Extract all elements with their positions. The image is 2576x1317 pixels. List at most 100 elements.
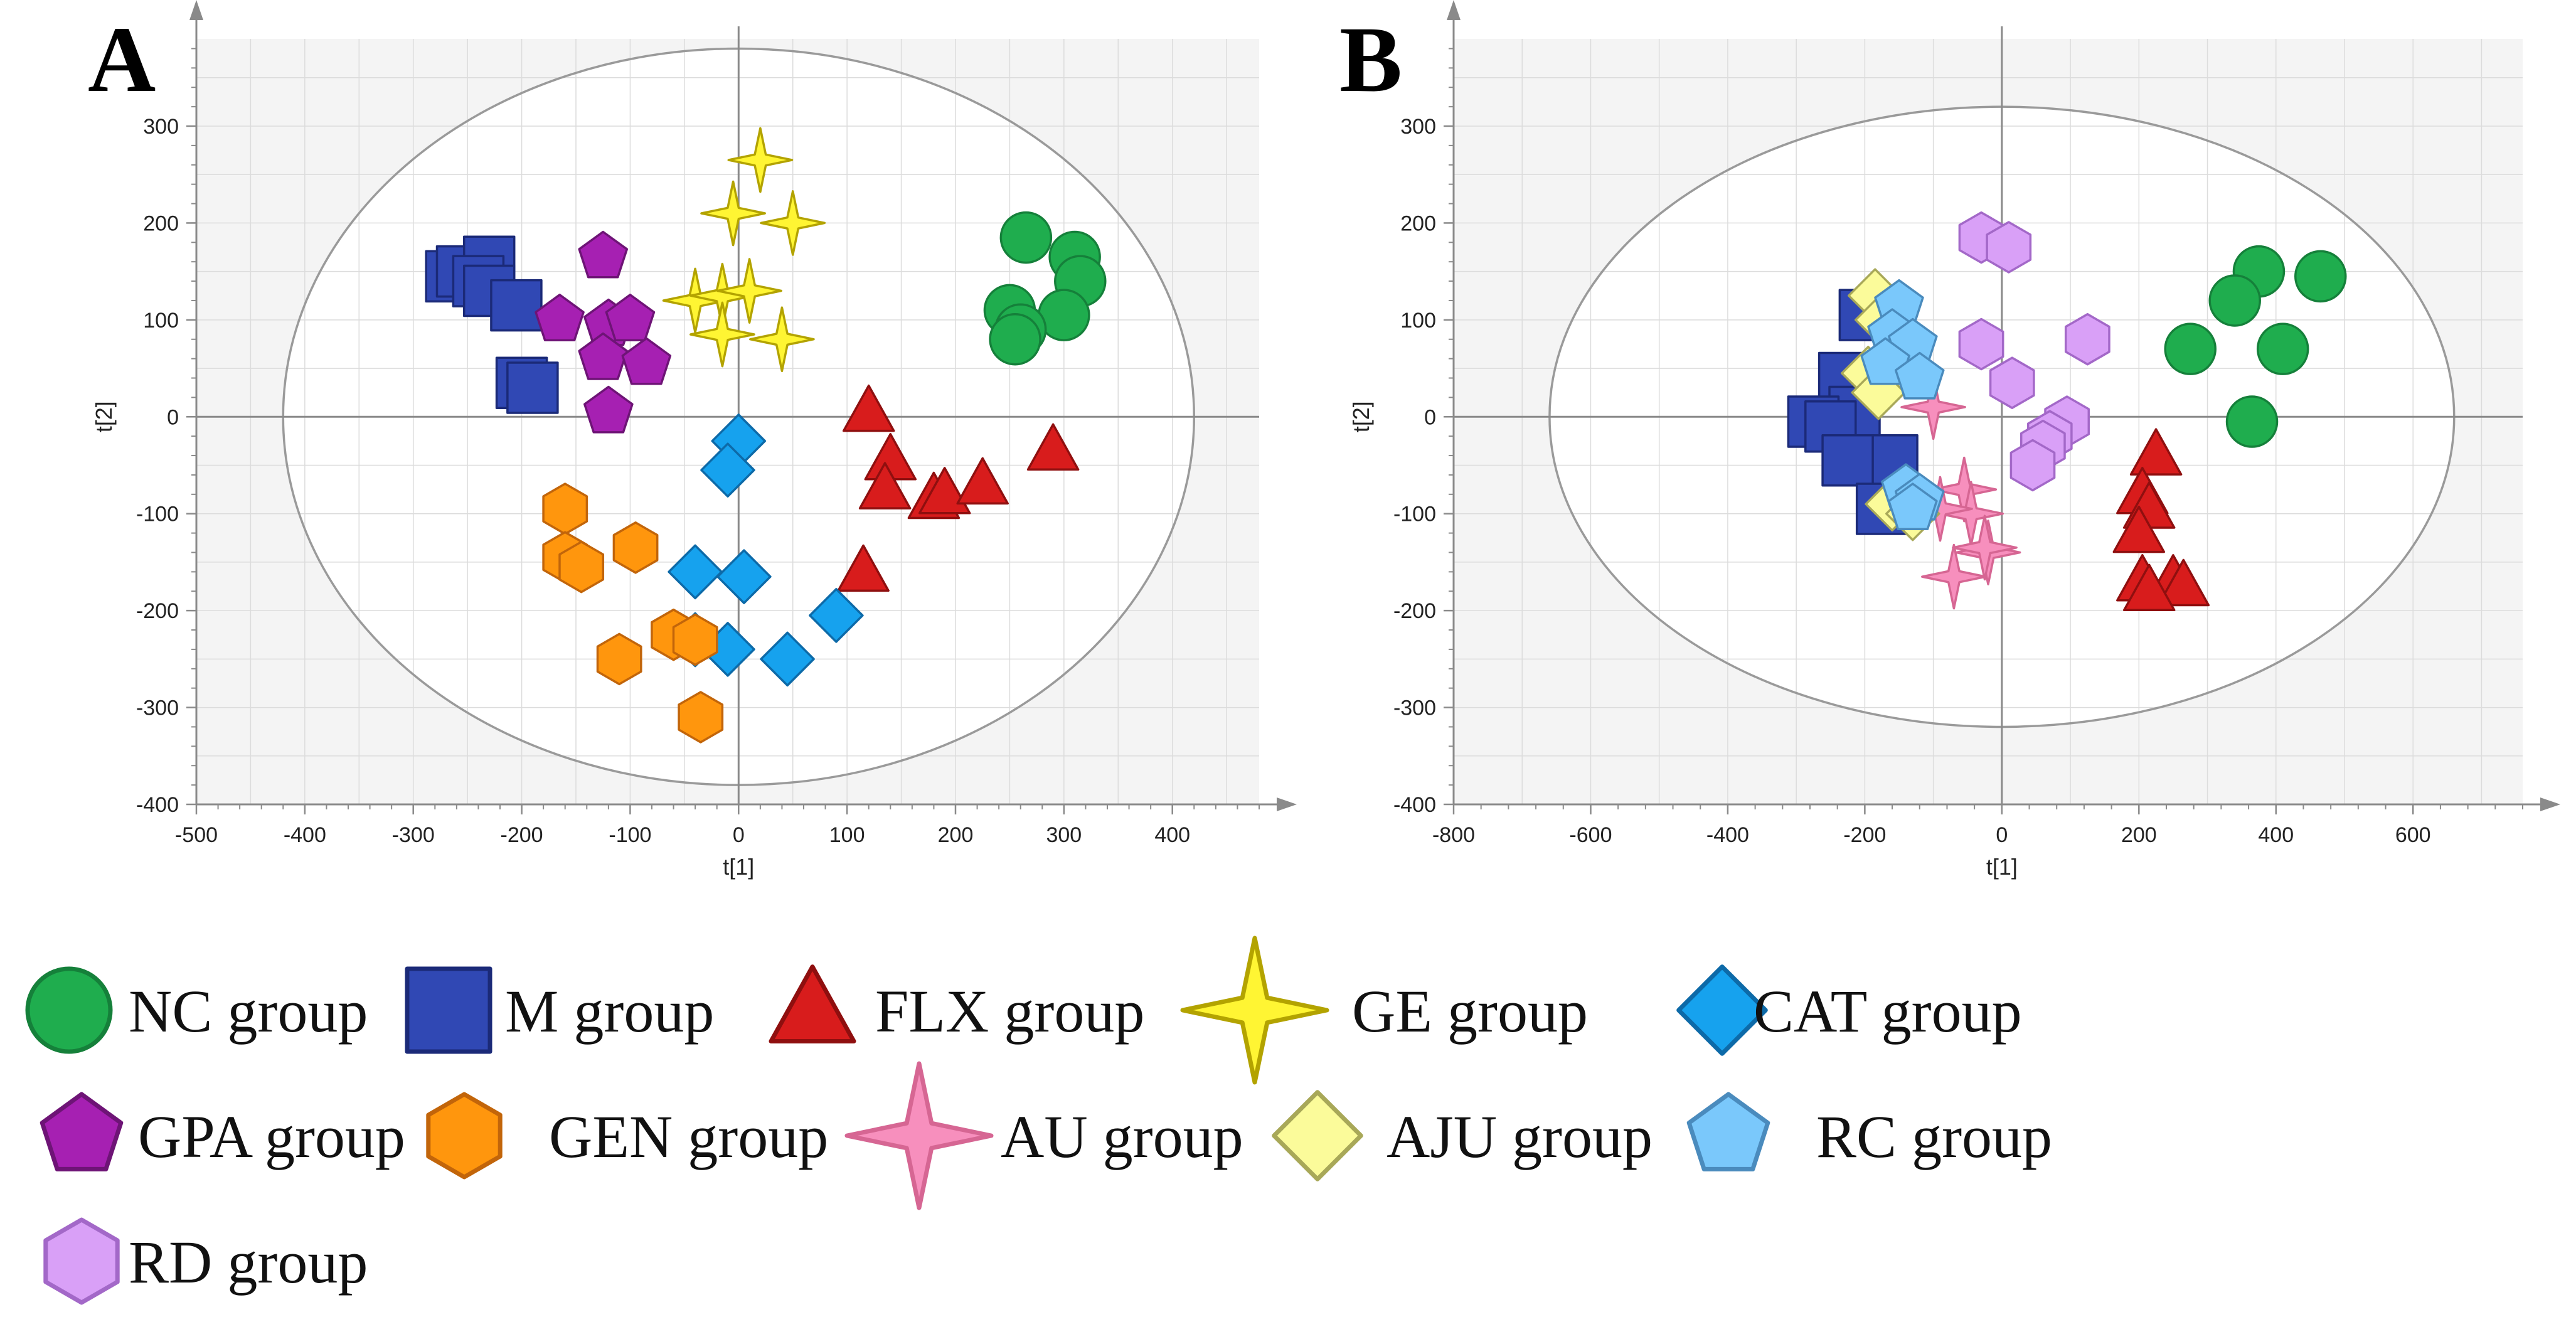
data-point (678, 691, 724, 744)
data-point (2256, 323, 2309, 375)
data-point (2122, 563, 2176, 612)
legend-item-aju-group: AJU group (1272, 1090, 1653, 1181)
y-tick-label: 300 (143, 115, 179, 139)
series-rd-group (1958, 211, 2110, 492)
legend-marker-diamond (1676, 964, 1768, 1056)
x-axis-arrow (1277, 797, 1297, 811)
x-tick-label: -200 (501, 823, 543, 847)
data-point (999, 211, 1053, 264)
legend-item-m-group: M group (405, 966, 714, 1054)
data-point (1952, 515, 2018, 581)
legend-marker-diamond (1272, 1090, 1363, 1181)
y-tick-label: -200 (1393, 599, 1436, 623)
data-point (716, 258, 782, 324)
panel-b-scatter: -800 -600 -400 -200 0 200 400 600 -400 -300 -200 -1… (1339, 0, 2560, 880)
y-axis-label: t[2] (91, 401, 117, 432)
x-tick-label: -600 (1569, 823, 1612, 847)
legend-label: FLX group (875, 978, 1144, 1045)
data-point (2064, 312, 2110, 366)
legend-marker-hexagon (426, 1092, 503, 1180)
legend-marker-pentagon (1686, 1092, 1770, 1171)
x-tick-label: 0 (1996, 823, 2008, 847)
y-tick-label: -100 (136, 503, 179, 526)
legend-label: M group (505, 978, 714, 1045)
legend-label: GE group (1352, 978, 1588, 1045)
data-point (672, 613, 718, 666)
data-point (842, 384, 895, 432)
series-flx-group (2112, 428, 2210, 612)
x-axis-label: t[1] (723, 854, 754, 880)
data-point (2208, 274, 2261, 327)
y-tick-label: -100 (1393, 503, 1436, 526)
data-point (956, 457, 1009, 505)
panel-label: A (88, 8, 156, 112)
legend-label: CAT group (1754, 978, 2022, 1045)
data-point (558, 540, 605, 594)
y-axis-arrow (1447, 0, 1461, 20)
legend-item-cat-group: CAT group (1676, 964, 2022, 1056)
x-tick-label: -400 (284, 823, 326, 847)
data-point (1821, 434, 1874, 487)
data-point (2164, 323, 2217, 375)
legend-marker-star4 (844, 1061, 994, 1210)
data-point (727, 127, 794, 193)
data-point (716, 549, 772, 604)
data-point (809, 588, 864, 643)
data-point (490, 279, 543, 332)
legend-item-flx-group: FLX group (769, 964, 1144, 1045)
data-point (1931, 456, 1998, 523)
data-point (542, 483, 588, 535)
data-point (749, 306, 815, 373)
data-point (858, 462, 912, 509)
legend-label: AJU group (1386, 1103, 1653, 1170)
data-point (621, 337, 672, 385)
legend-item-au-group: AU group (844, 1061, 1243, 1210)
y-tick-label: 0 (167, 405, 179, 429)
data-point (1888, 483, 1938, 531)
legend-marker-square (405, 966, 492, 1054)
data-point (760, 631, 815, 687)
legend-item-ge-group: GE group (1180, 936, 1588, 1085)
legend-label: NC group (129, 978, 368, 1045)
x-axis-arrow (2540, 797, 2560, 811)
x-tick-label: -400 (1706, 823, 1749, 847)
y-tick-label: 100 (143, 309, 179, 333)
data-point (668, 544, 723, 600)
data-point (578, 332, 629, 380)
data-point (1894, 351, 1945, 400)
x-tick-label: 600 (2395, 823, 2431, 847)
y-tick-label: 200 (143, 211, 179, 235)
data-point (1986, 221, 2032, 274)
y-axis-arrow (189, 0, 203, 20)
legend-marker-star4 (1180, 936, 1329, 1085)
x-tick-label: 100 (829, 823, 865, 847)
data-point (2225, 395, 2279, 448)
legend-item-rc-group: RC group (1686, 1092, 2052, 1171)
data-point (583, 385, 634, 434)
data-point (535, 294, 585, 341)
x-tick-label: -500 (175, 823, 218, 847)
legend-item-gen-group: GEN group (426, 1092, 828, 1180)
x-tick-label: 400 (1154, 823, 1190, 847)
y-tick-label: 100 (1400, 309, 1436, 333)
data-point (1921, 543, 1987, 610)
legend-label: GPA group (138, 1103, 405, 1170)
x-tick-label: 200 (2121, 823, 2157, 847)
data-point (837, 544, 890, 592)
series-gpa-group (535, 230, 672, 434)
x-tick-label: 200 (938, 823, 974, 847)
series-gen-group (542, 483, 724, 744)
legend-marker-triangle (769, 964, 856, 1043)
x-tick-label: -200 (1843, 823, 1886, 847)
data-point (612, 521, 659, 574)
x-tick-label: -300 (392, 823, 435, 847)
legend-label: RC group (1816, 1103, 2052, 1170)
y-tick-label: 0 (1424, 405, 1436, 429)
y-tick-label: -400 (136, 793, 179, 817)
y-axis-label: t[2] (1348, 401, 1374, 432)
data-point (1958, 317, 2004, 371)
x-tick-label: -800 (1432, 823, 1475, 847)
x-tick-label: 400 (2258, 823, 2294, 847)
x-tick-label: 0 (733, 823, 745, 847)
data-point (2294, 250, 2347, 303)
